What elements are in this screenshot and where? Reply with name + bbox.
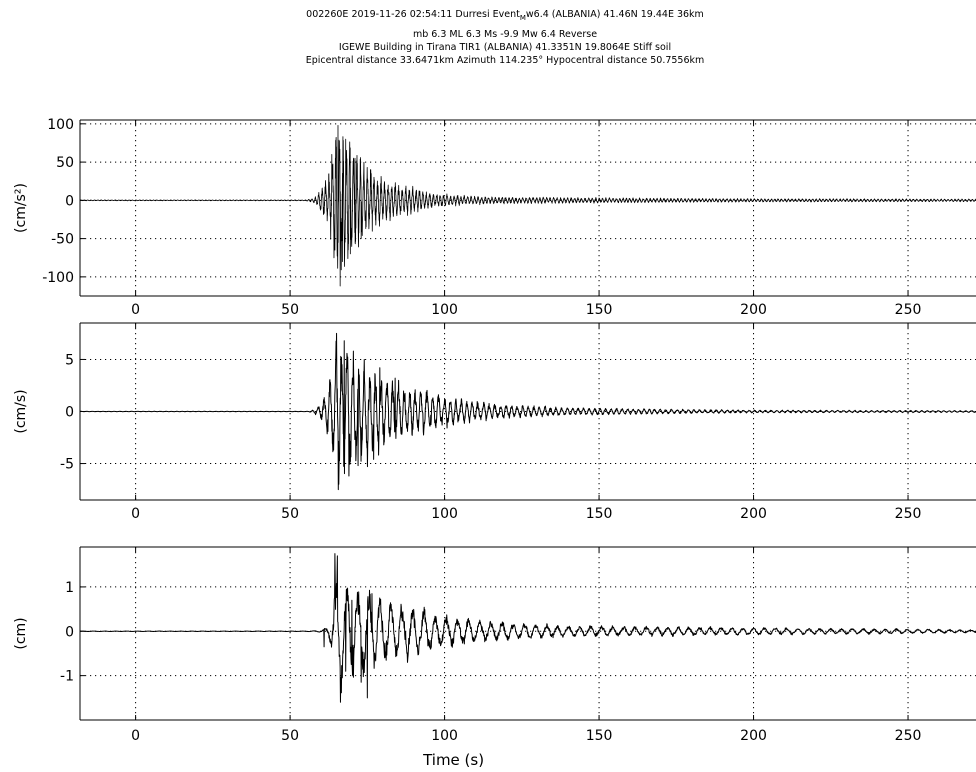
x-tick-label: 50	[281, 302, 299, 318]
y-axis-label: (cm)	[13, 617, 29, 649]
x-tick-label: 0	[131, 302, 140, 318]
y-tick-label: 50	[56, 155, 74, 171]
x-tick-label: 100	[431, 302, 458, 318]
y-tick-label: 0	[65, 624, 74, 640]
trace-velocity	[79, 332, 976, 491]
chart-header: 002260E 2019-11-26 02:54:11 Durresi Even…	[0, 8, 976, 67]
y-axis-label: (cm/s²)	[13, 183, 29, 233]
y-axis-label: (cm/s)	[13, 389, 29, 433]
header-line-3: IGEWE Building in Tirana TIR1 (ALBANIA) …	[338, 41, 672, 53]
x-tick-label: 250	[895, 302, 922, 318]
x-tick-label: 50	[281, 506, 299, 522]
header-line-1: 002260E 2019-11-26 02:54:11 Durresi Even…	[0, 8, 976, 25]
trace-displacement	[79, 553, 976, 703]
y-tick-label: -100	[42, 270, 74, 286]
x-tick-label: 0	[131, 728, 140, 744]
y-tick-label: -1	[60, 669, 74, 685]
y-tick-label: -50	[51, 232, 74, 248]
y-tick-label: 0	[65, 405, 74, 421]
y-tick-label: -5	[60, 457, 74, 473]
header-line-2: mb 6.3 ML 6.3 Ms -9.9 Mw 6.4 Reverse	[412, 28, 598, 40]
y-tick-label: 5	[65, 352, 74, 368]
x-tick-label: 150	[586, 302, 613, 318]
x-axis-label: Time (s)	[422, 751, 484, 769]
header-line-1-subscript: M	[519, 13, 526, 22]
x-tick-label: 50	[281, 728, 299, 744]
x-tick-label: 250	[895, 728, 922, 744]
y-tick-label: 100	[47, 117, 74, 133]
trace-acceleration	[79, 124, 976, 287]
x-tick-label: 100	[431, 506, 458, 522]
y-tick-label: 0	[65, 193, 74, 209]
x-tick-label: 200	[740, 302, 767, 318]
x-tick-label: 150	[586, 728, 613, 744]
x-tick-label: 250	[895, 506, 922, 522]
x-tick-label: 200	[740, 506, 767, 522]
x-tick-label: 100	[431, 728, 458, 744]
x-tick-label: 150	[586, 506, 613, 522]
header-line-1-text: 002260E 2019-11-26 02:54:11 Durresi Even…	[306, 9, 520, 20]
x-tick-label: 0	[131, 506, 140, 522]
header-line-4: Epicentral distance 33.6471km Azimuth 11…	[305, 54, 705, 66]
panel-1: 0 50 100 150 200 250 100 50 0 -50 -100 (cm/s²)	[13, 117, 976, 318]
panel-3: 0 50 100 150 200 250 1 0 -1 (cm) Time (s)	[13, 546, 976, 769]
x-tick-label: 200	[740, 728, 767, 744]
header-line-1-tail: w6.4 (ALBANIA) 41.46N 19.44E 36km	[525, 9, 704, 20]
y-tick-label: 1	[65, 580, 74, 596]
